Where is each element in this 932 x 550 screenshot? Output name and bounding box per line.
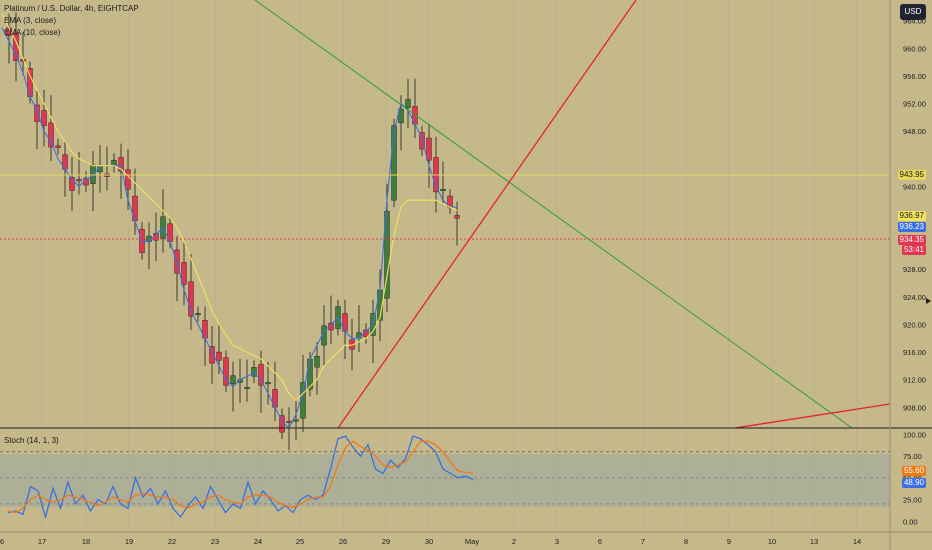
candle-up — [251, 367, 257, 377]
time-tick-label: 6 — [598, 537, 602, 546]
candle-up — [293, 419, 299, 422]
time-tick-label: 8 — [684, 537, 688, 546]
ema-slow-tag: 936.97 — [897, 211, 926, 221]
legend-symbol: Platinum / U.S. Dollar, 4h, EIGHTCAP — [4, 4, 139, 13]
time-tick-label: 9 — [727, 537, 731, 546]
candle-down — [125, 169, 131, 190]
price-tick-label: 924.00 — [903, 293, 926, 302]
time-tick-label: 17 — [38, 537, 46, 546]
time-axis[interactable]: 1617181922232425262930May236789101314 — [0, 537, 861, 546]
ema-slow-line — [1, 13, 458, 402]
time-tick-label: 30 — [425, 537, 433, 546]
time-tick-label: 7 — [641, 537, 645, 546]
time-tick-label: 29 — [382, 537, 390, 546]
candle-up — [398, 108, 404, 124]
time-tick-label: 13 — [810, 537, 818, 546]
candle-up — [356, 332, 362, 339]
price-tick-label: 920.00 — [903, 320, 926, 329]
candle-down — [209, 346, 215, 364]
stoch-band — [0, 454, 890, 507]
candle-down — [223, 357, 229, 386]
legend-ema-slow: EMA (10, close) — [4, 28, 61, 37]
time-tick-label: 24 — [254, 537, 262, 546]
price-tick-label: 952.00 — [903, 100, 926, 109]
time-tick-label: 18 — [82, 537, 90, 546]
candle-up — [405, 99, 411, 108]
candle-down — [426, 137, 432, 161]
axis-marker-icon — [926, 298, 931, 304]
price-tick-label: 960.00 — [903, 44, 926, 53]
candles — [6, 12, 460, 451]
candle-down — [181, 262, 187, 285]
time-tick-label: 2 — [512, 537, 516, 546]
price-tick-label: 964.00 — [903, 17, 926, 26]
level-price-tag: 943.95 — [897, 170, 926, 180]
candle-down — [41, 110, 47, 126]
candle-down — [216, 351, 222, 361]
currency-button[interactable]: USD — [900, 4, 926, 20]
stoch-tick-label: 25.00 — [903, 496, 922, 505]
ema-fast-tag: 936.23 — [897, 222, 926, 232]
candle-down — [48, 122, 54, 148]
stoch-title: Stoch (14, 1, 3) — [4, 436, 59, 445]
stoch-lines — [7, 435, 474, 520]
price-tick-label: 908.00 — [903, 403, 926, 412]
candle-down — [118, 157, 124, 172]
time-tick-label: 19 — [125, 537, 133, 546]
last-price-tag: 934.35 — [897, 235, 926, 245]
time-tick-label: 23 — [211, 537, 219, 546]
candle-down — [188, 281, 194, 317]
candle-down — [286, 420, 292, 423]
grid-lines — [0, 0, 890, 532]
ema-fast-line — [1, 27, 457, 429]
price-tick-label: 940.00 — [903, 182, 926, 191]
trendline-red-long[interactable] — [734, 403, 891, 429]
candle-up — [195, 313, 201, 316]
candle-up — [244, 387, 250, 389]
candle-up — [440, 188, 446, 191]
price-tick-label: 916.00 — [903, 348, 926, 357]
candle-up — [111, 159, 117, 166]
stoch-k-tag: 55.60 — [901, 466, 926, 476]
trendline-green[interactable] — [254, 0, 853, 429]
price-tick-label: 912.00 — [903, 376, 926, 385]
price-tick-label: 956.00 — [903, 72, 926, 81]
time-tick-label: 3 — [555, 537, 559, 546]
candle-up — [384, 211, 390, 299]
candle-down — [55, 145, 61, 148]
time-tick-label: 26 — [339, 537, 347, 546]
stoch-tick-label: 0.00 — [903, 517, 918, 526]
candle-up — [265, 382, 271, 385]
candle-down — [419, 132, 425, 150]
candle-down — [454, 215, 460, 219]
countdown-tag: 53:41 — [901, 245, 926, 255]
candle-down — [69, 177, 75, 191]
time-tick-label: May — [465, 537, 479, 546]
stoch-d-tag: 48.90 — [901, 478, 926, 488]
candle-down — [258, 364, 264, 386]
stoch-tick-label: 100.00 — [903, 430, 926, 439]
time-tick-label: 25 — [296, 537, 304, 546]
price-tick-label: 928.00 — [903, 265, 926, 274]
time-tick-label: 10 — [768, 537, 776, 546]
candle-down — [34, 104, 40, 122]
time-tick-label: 14 — [853, 537, 861, 546]
candle-down — [76, 179, 82, 182]
candle-up — [90, 164, 96, 184]
trendline-red[interactable] — [337, 0, 637, 429]
candle-up — [391, 125, 397, 201]
stoch-tick-label: 75.00 — [903, 452, 922, 461]
stoch-d-line — [7, 440, 474, 514]
candle-up — [314, 356, 320, 368]
ema-lines — [1, 13, 458, 429]
price-tick-label: 948.00 — [903, 127, 926, 136]
time-tick-label: 16 — [0, 537, 4, 546]
legend-ema-fast: EMA (3, close) — [4, 16, 57, 25]
time-tick-label: 22 — [168, 537, 176, 546]
candle-up — [230, 375, 236, 385]
